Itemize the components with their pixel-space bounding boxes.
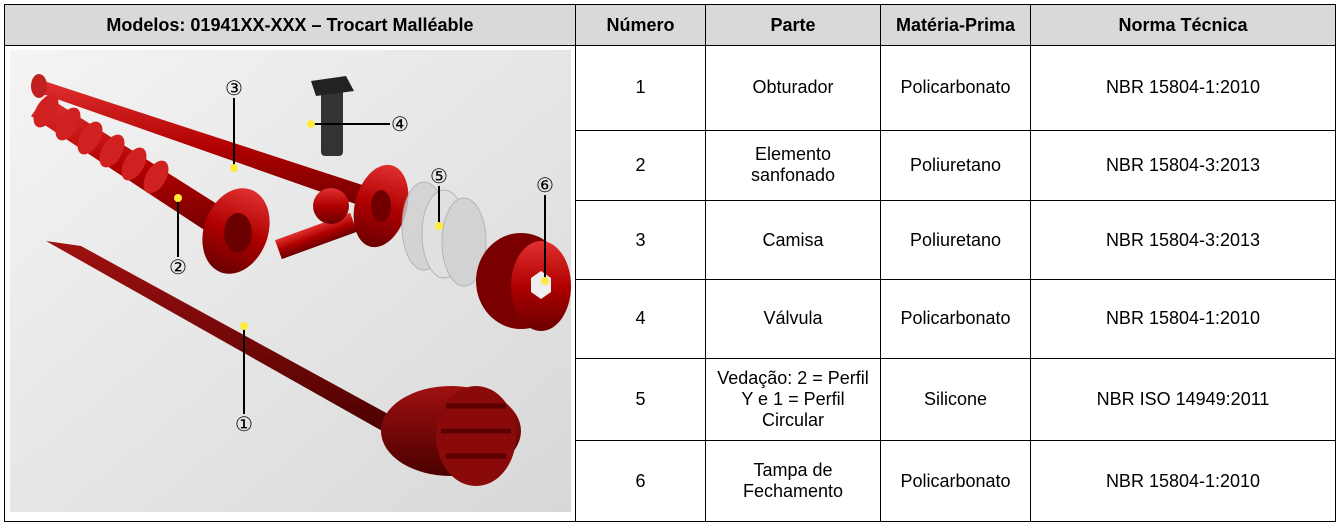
callout: ①: [235, 412, 253, 436]
row: 6 Tampa de Fechamento Policarbonato NBR 158…: [5, 440, 1336, 522]
trocart-illustration: ① ② ③ ④ ⑤ ⑥: [9, 50, 571, 512]
cell: Silicone: [880, 357, 1031, 442]
row: 5 Vedação: 2 = Perfil Y e 1 = Perfil Circ…: [5, 357, 1336, 442]
tampa: [475, 233, 571, 331]
header-cell: Matéria-Prima: [880, 4, 1031, 46]
row: 3 Camisa Poliuretano NBR 15804-3:2013: [5, 200, 1336, 280]
vedacao: [401, 181, 486, 287]
cell: Tampa de Fechamento: [705, 440, 881, 522]
callout: ④: [391, 112, 409, 136]
callout: ②: [169, 255, 187, 279]
header-cell: Parte: [705, 4, 881, 46]
cell: Obturador: [705, 45, 881, 131]
cell: 4: [575, 278, 706, 359]
callout: ⑤: [430, 164, 448, 188]
cell: Poliuretano: [880, 129, 1031, 202]
camisa: [30, 74, 408, 260]
cell: 2: [575, 129, 706, 202]
callout-lines: [176, 98, 546, 414]
callout: ⑥: [536, 173, 554, 197]
cell: NBR 15804-1:2010: [1030, 45, 1336, 131]
image-cell: ① ② ③ ④ ⑤ ⑥: [4, 45, 576, 522]
row: ① ② ③ ④ ⑤ ⑥ 1 Obturador Policarbonato NBR 1…: [4, 45, 1336, 522]
valvula: [310, 76, 354, 156]
cell: Válvula: [705, 278, 881, 359]
cell: NBR 15804-1:2010: [1030, 440, 1336, 522]
header-cell: Modelos: 01941XX-XXX – Trocart Malléable: [4, 4, 576, 46]
cell: Policarbonato: [880, 278, 1031, 359]
obturador: [45, 241, 521, 486]
cell: Policarbonato: [880, 440, 1031, 522]
cell: Poliuretano: [880, 200, 1031, 280]
row: 2 Elemento sanfonado Poliuretano NBR 15804-…: [5, 129, 1336, 202]
cell: NBR ISO 14949:2011: [1030, 357, 1336, 442]
cell: Camisa: [705, 200, 881, 280]
cell: 5: [575, 357, 706, 442]
cell: 6: [575, 440, 706, 522]
header-cell: Norma Técnica: [1030, 4, 1336, 46]
cell: NBR 15804-3:2013: [1030, 200, 1336, 280]
parts-table: Modelos: 01941XX-XXX – Trocart Malléable…: [4, 4, 1336, 522]
cell: Policarbonato: [880, 45, 1031, 131]
cell: 1: [575, 45, 706, 131]
header-cell: Número: [575, 4, 706, 46]
elemento-sanfonado: [30, 94, 270, 274]
header-row: Modelos: 01941XX-XXX – Trocart Malléable…: [4, 4, 1336, 46]
cell: Vedação: 2 = Perfil Y e 1 = Perfil Circu…: [705, 357, 881, 442]
cell: NBR 15804-1:2010: [1030, 278, 1336, 359]
callout: ③: [225, 76, 243, 100]
callout-dots: [173, 120, 549, 330]
table-body: ① ② ③ ④ ⑤ ⑥ 1 Obturador Policarbonato NBR 1…: [4, 45, 1336, 522]
cell: Elemento sanfonado: [705, 129, 881, 202]
cell: NBR 15804-3:2013: [1030, 129, 1336, 202]
cell: 3: [575, 200, 706, 280]
